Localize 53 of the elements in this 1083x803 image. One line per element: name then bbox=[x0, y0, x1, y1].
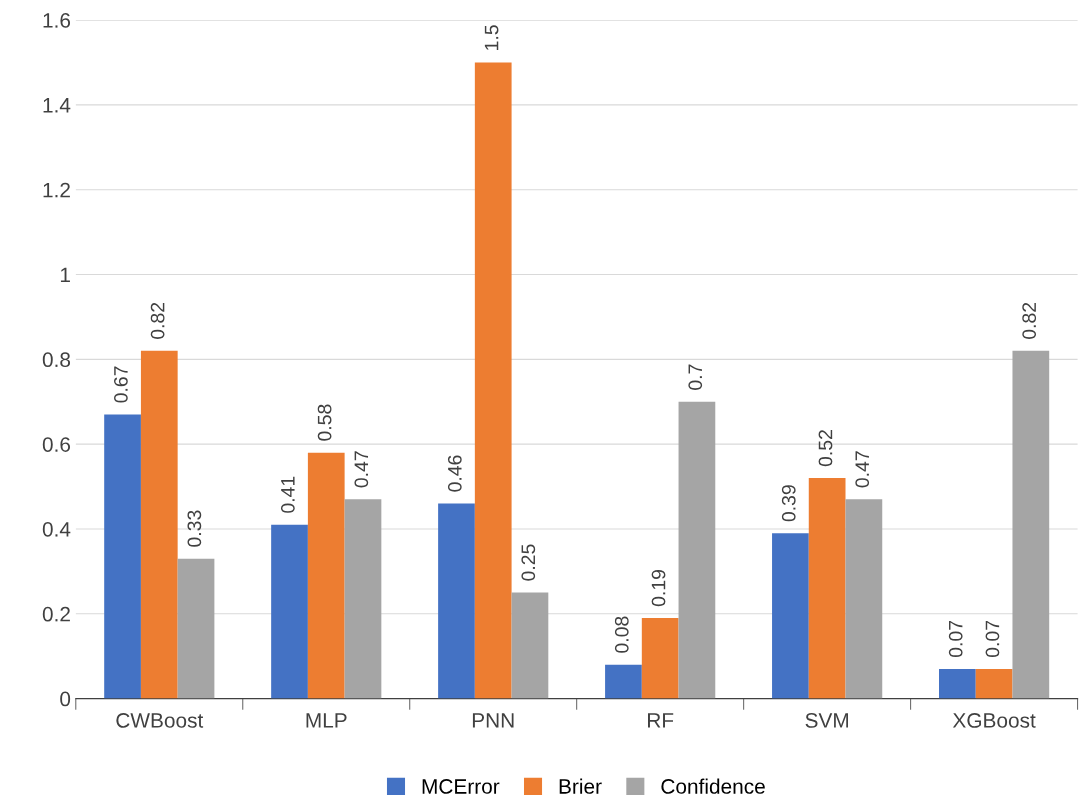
data-label: 0.07 bbox=[948, 620, 963, 658]
bar bbox=[511, 592, 549, 699]
bar bbox=[605, 664, 642, 699]
data-label: 0.58 bbox=[317, 404, 332, 441]
bar bbox=[104, 414, 141, 699]
bar bbox=[271, 524, 308, 699]
y-tick-label: 0.4 bbox=[42, 521, 71, 537]
data-label: 0.25 bbox=[521, 544, 536, 581]
data-label: 0.47 bbox=[354, 451, 369, 488]
y-tick-label: 1.6 bbox=[43, 13, 71, 28]
data-label: 0.46 bbox=[447, 455, 462, 492]
bar bbox=[344, 499, 382, 699]
bar bbox=[678, 401, 716, 699]
legend-label: MCError bbox=[422, 779, 500, 794]
y-tick-label: 0.8 bbox=[42, 352, 71, 368]
bar bbox=[177, 558, 215, 699]
bar bbox=[772, 533, 809, 699]
bar bbox=[307, 452, 345, 699]
legend-label: Confidence bbox=[661, 778, 765, 794]
bar bbox=[641, 618, 679, 699]
data-label: 0.08 bbox=[614, 616, 629, 653]
data-label: 0.07 bbox=[985, 620, 1000, 658]
data-label: 0.33 bbox=[187, 510, 202, 547]
data-label: 0.39 bbox=[781, 485, 796, 522]
data-label: 0.7 bbox=[688, 364, 703, 390]
x-tick-label: MLP bbox=[306, 713, 347, 728]
bar bbox=[975, 668, 1013, 699]
data-label: 0.82 bbox=[1022, 302, 1037, 339]
data-label: 0.41 bbox=[280, 476, 295, 513]
y-tick-label: 1 bbox=[60, 267, 70, 283]
bar bbox=[140, 350, 178, 699]
data-label: 1.5 bbox=[484, 25, 499, 50]
bar bbox=[474, 62, 512, 699]
y-tick-label: 0 bbox=[60, 691, 71, 707]
x-tick-label: PNN bbox=[472, 713, 514, 728]
x-tick-label: RF bbox=[648, 713, 674, 728]
data-label: 0.47 bbox=[855, 451, 870, 488]
y-tick-label: 1.4 bbox=[43, 98, 71, 113]
y-tick-label: 0.2 bbox=[42, 606, 70, 622]
x-tick-label: XGBoost bbox=[952, 713, 1036, 728]
x-tick-label: CWBoost bbox=[116, 713, 204, 728]
y-tick-label: 0.6 bbox=[42, 437, 71, 452]
data-label: 0.67 bbox=[114, 366, 128, 403]
bar bbox=[808, 478, 846, 699]
data-label: 0.19 bbox=[651, 570, 666, 607]
data-label: 0.82 bbox=[150, 302, 165, 339]
bar bbox=[845, 499, 883, 699]
bar bbox=[1012, 350, 1050, 699]
data-label: 0.52 bbox=[818, 430, 833, 467]
bar bbox=[438, 503, 475, 699]
legend-label: Brier bbox=[559, 778, 602, 794]
x-tick-label: SVM bbox=[805, 713, 848, 728]
y-tick-label: 1.2 bbox=[43, 182, 70, 198]
